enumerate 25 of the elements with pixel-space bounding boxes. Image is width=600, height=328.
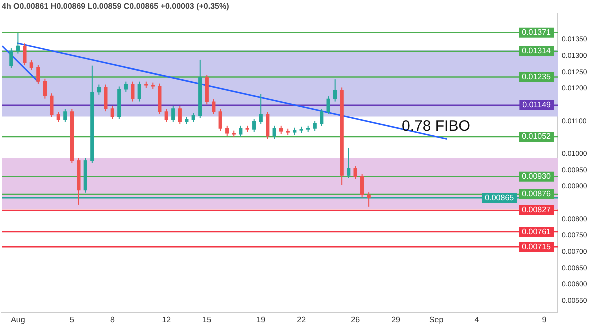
x-tick-label: 29 <box>392 315 402 324</box>
x-tick-label: 4 <box>474 315 480 324</box>
chart-title: 4h O0.00861 H0.00869 L0.00859 C0.00865 +0.00003 (+0.35%) <box>2 2 230 12</box>
x-tick-label: 26 <box>351 315 361 324</box>
ref-line-label: 0.00876 <box>522 190 552 199</box>
ref-line-label: 0.00930 <box>522 172 552 182</box>
x-tick-label: 5 <box>70 315 75 324</box>
ref-line-label: 0.00865 <box>485 193 515 202</box>
ref-line-label: 0.01371 <box>522 28 552 38</box>
x-tick-label: 12 <box>162 315 172 324</box>
x-tick-label: 9 <box>542 315 548 324</box>
x-tick-label: Aug <box>11 315 26 324</box>
ref-line-label: 0.00827 <box>522 206 552 215</box>
ref-line-label: 0.01149 <box>522 100 552 110</box>
x-tick-label: 22 <box>297 315 307 324</box>
ref-line-label: 0.00715 <box>522 242 552 252</box>
ref-line-label: 0.01235 <box>522 72 552 82</box>
x-tick-label: 15 <box>202 315 212 324</box>
x-tick-label: 8 <box>110 315 116 324</box>
ref-line-label: 0.00761 <box>522 227 552 236</box>
x-tick-label: Sep <box>429 315 444 324</box>
ref-line-label: 0.01314 <box>522 46 552 56</box>
annotation: 0.78 FIBO <box>402 118 470 135</box>
x-tick-label: 19 <box>256 315 266 324</box>
ref-line-label: 0.01052 <box>522 132 552 142</box>
